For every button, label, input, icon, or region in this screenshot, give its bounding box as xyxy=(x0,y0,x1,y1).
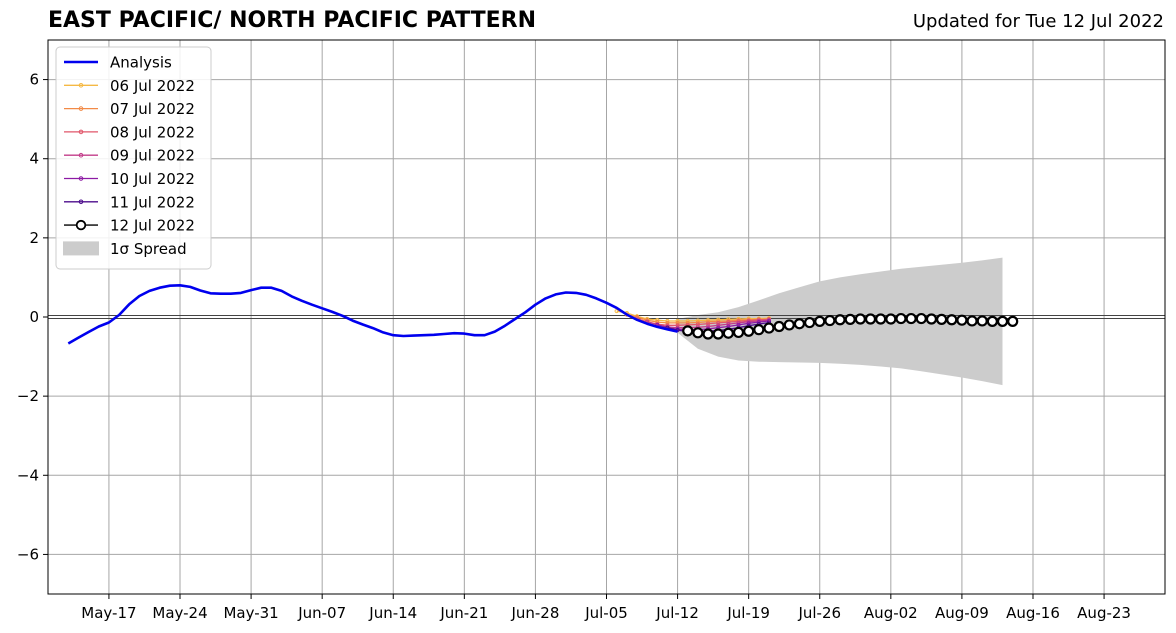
forecast-marker xyxy=(915,312,927,325)
x-tick-label: Jun-14 xyxy=(368,604,417,622)
legend-label: 06 Jul 2022 xyxy=(110,77,195,95)
forecast-marker xyxy=(726,322,731,327)
plot-frame xyxy=(47,39,1166,595)
legend-box xyxy=(55,46,212,270)
forecast-marker xyxy=(712,328,724,340)
forecast-marker xyxy=(702,328,714,340)
forecast-marker xyxy=(773,320,785,333)
legend-marker xyxy=(78,129,84,135)
x-tick-label: Aug-02 xyxy=(864,604,918,622)
y-tick-label: 0 xyxy=(29,308,39,326)
forecast-marker xyxy=(854,313,866,325)
forecast-marker xyxy=(675,320,680,326)
legend-label: Analysis xyxy=(110,54,172,72)
forecast-marker xyxy=(935,313,948,325)
legend-label: 1σ Spread xyxy=(110,240,187,258)
y-tick-label: −2 xyxy=(17,387,39,405)
x-tick-label: Jul-05 xyxy=(584,604,628,622)
y-tick-label: −6 xyxy=(17,545,39,563)
forecast-marker xyxy=(722,327,734,339)
forecast-marker xyxy=(885,313,897,325)
forecast-marker xyxy=(895,312,907,325)
x-tick-label: Jun-21 xyxy=(439,604,488,622)
x-tick-label: Jul-19 xyxy=(726,604,770,622)
forecast-marker xyxy=(834,314,846,326)
legend-marker xyxy=(78,152,84,158)
forecast-marker xyxy=(1007,315,1019,327)
analysis-line xyxy=(67,283,678,345)
legend-marker xyxy=(78,83,84,88)
forecast-marker xyxy=(864,313,877,325)
forecast-marker xyxy=(783,319,795,331)
forecast-marker xyxy=(803,316,816,329)
legend: Analysis 06 Jul 2022 07 Jul 2022 08 Jul 202… xyxy=(55,46,212,270)
x-tick-label: May-31 xyxy=(223,604,278,622)
forecast-marker xyxy=(763,322,775,334)
y-tick-label: 6 xyxy=(29,71,39,89)
forecast-marker xyxy=(793,318,806,330)
x-tick-label: Aug-16 xyxy=(1006,604,1060,622)
forecast-marker xyxy=(875,313,887,325)
forecast-marker xyxy=(705,324,711,329)
x-tick-label: May-17 xyxy=(81,604,136,622)
x-tick-label: Jul-12 xyxy=(655,604,699,622)
forecast-marker xyxy=(905,312,917,325)
forecast-marker xyxy=(996,315,1009,327)
analysis-layer xyxy=(67,283,678,345)
forecast-marker xyxy=(665,320,670,326)
forecast-marker xyxy=(844,313,856,325)
forecast-marker xyxy=(814,315,826,327)
x-tick-label: Aug-23 xyxy=(1077,604,1131,622)
forecast-marker xyxy=(682,325,694,337)
y-tick-label: 2 xyxy=(29,229,39,247)
legend-swatch xyxy=(63,241,99,256)
chart-subtitle: Updated for Tue 12 Jul 2022 xyxy=(912,11,1164,32)
x-tick-label: Aug-09 xyxy=(935,604,989,622)
forecast-marker xyxy=(614,308,619,314)
legend-label: 08 Jul 2022 xyxy=(110,123,195,141)
tick-layer: May-17 May-24 May-31 Jun-07 Jun-14 Jun-21 Jun-… xyxy=(17,71,1131,622)
forecast-marker xyxy=(956,314,968,326)
y-tick-label: 4 xyxy=(29,150,39,168)
forecast-line xyxy=(616,310,770,322)
legend-label: 12 Jul 2022 xyxy=(110,217,195,235)
forecast-marker xyxy=(692,327,704,339)
forecast-marker xyxy=(753,324,765,336)
x-tick-label: Jun-07 xyxy=(297,604,346,622)
forecast-marker xyxy=(986,315,998,327)
forecast-marker xyxy=(743,325,755,337)
forecast-marker xyxy=(976,315,988,327)
legend-label: 09 Jul 2022 xyxy=(110,147,195,165)
legend-label: 10 Jul 2022 xyxy=(110,170,195,188)
legend-marker xyxy=(75,219,87,231)
forecast-marker xyxy=(966,315,978,327)
y-tick-label: −4 xyxy=(17,466,39,484)
forecast-marker xyxy=(716,320,721,326)
forecast-marker xyxy=(824,314,836,327)
forecast-marker xyxy=(675,323,680,328)
legend-marker xyxy=(78,106,84,111)
legend-label: 11 Jul 2022 xyxy=(110,193,195,211)
x-tick-label: Jun-28 xyxy=(510,604,559,622)
forecast-marker xyxy=(946,314,958,326)
forecast-marker xyxy=(716,323,721,328)
marker-layer xyxy=(682,312,1019,340)
forecast-marker xyxy=(746,321,751,326)
x-tick-label: Jul-26 xyxy=(797,604,841,622)
grid-layer xyxy=(48,40,1165,594)
legend-marker xyxy=(78,199,84,205)
chart-title: EAST PACIFIC/ NORTH PACIFIC PATTERN xyxy=(48,8,537,33)
x-tick-label: May-24 xyxy=(152,604,207,622)
forecast-marker xyxy=(732,326,745,339)
forecast-marker xyxy=(925,313,938,325)
legend-marker xyxy=(78,176,84,181)
legend-label: 07 Jul 2022 xyxy=(110,100,195,118)
